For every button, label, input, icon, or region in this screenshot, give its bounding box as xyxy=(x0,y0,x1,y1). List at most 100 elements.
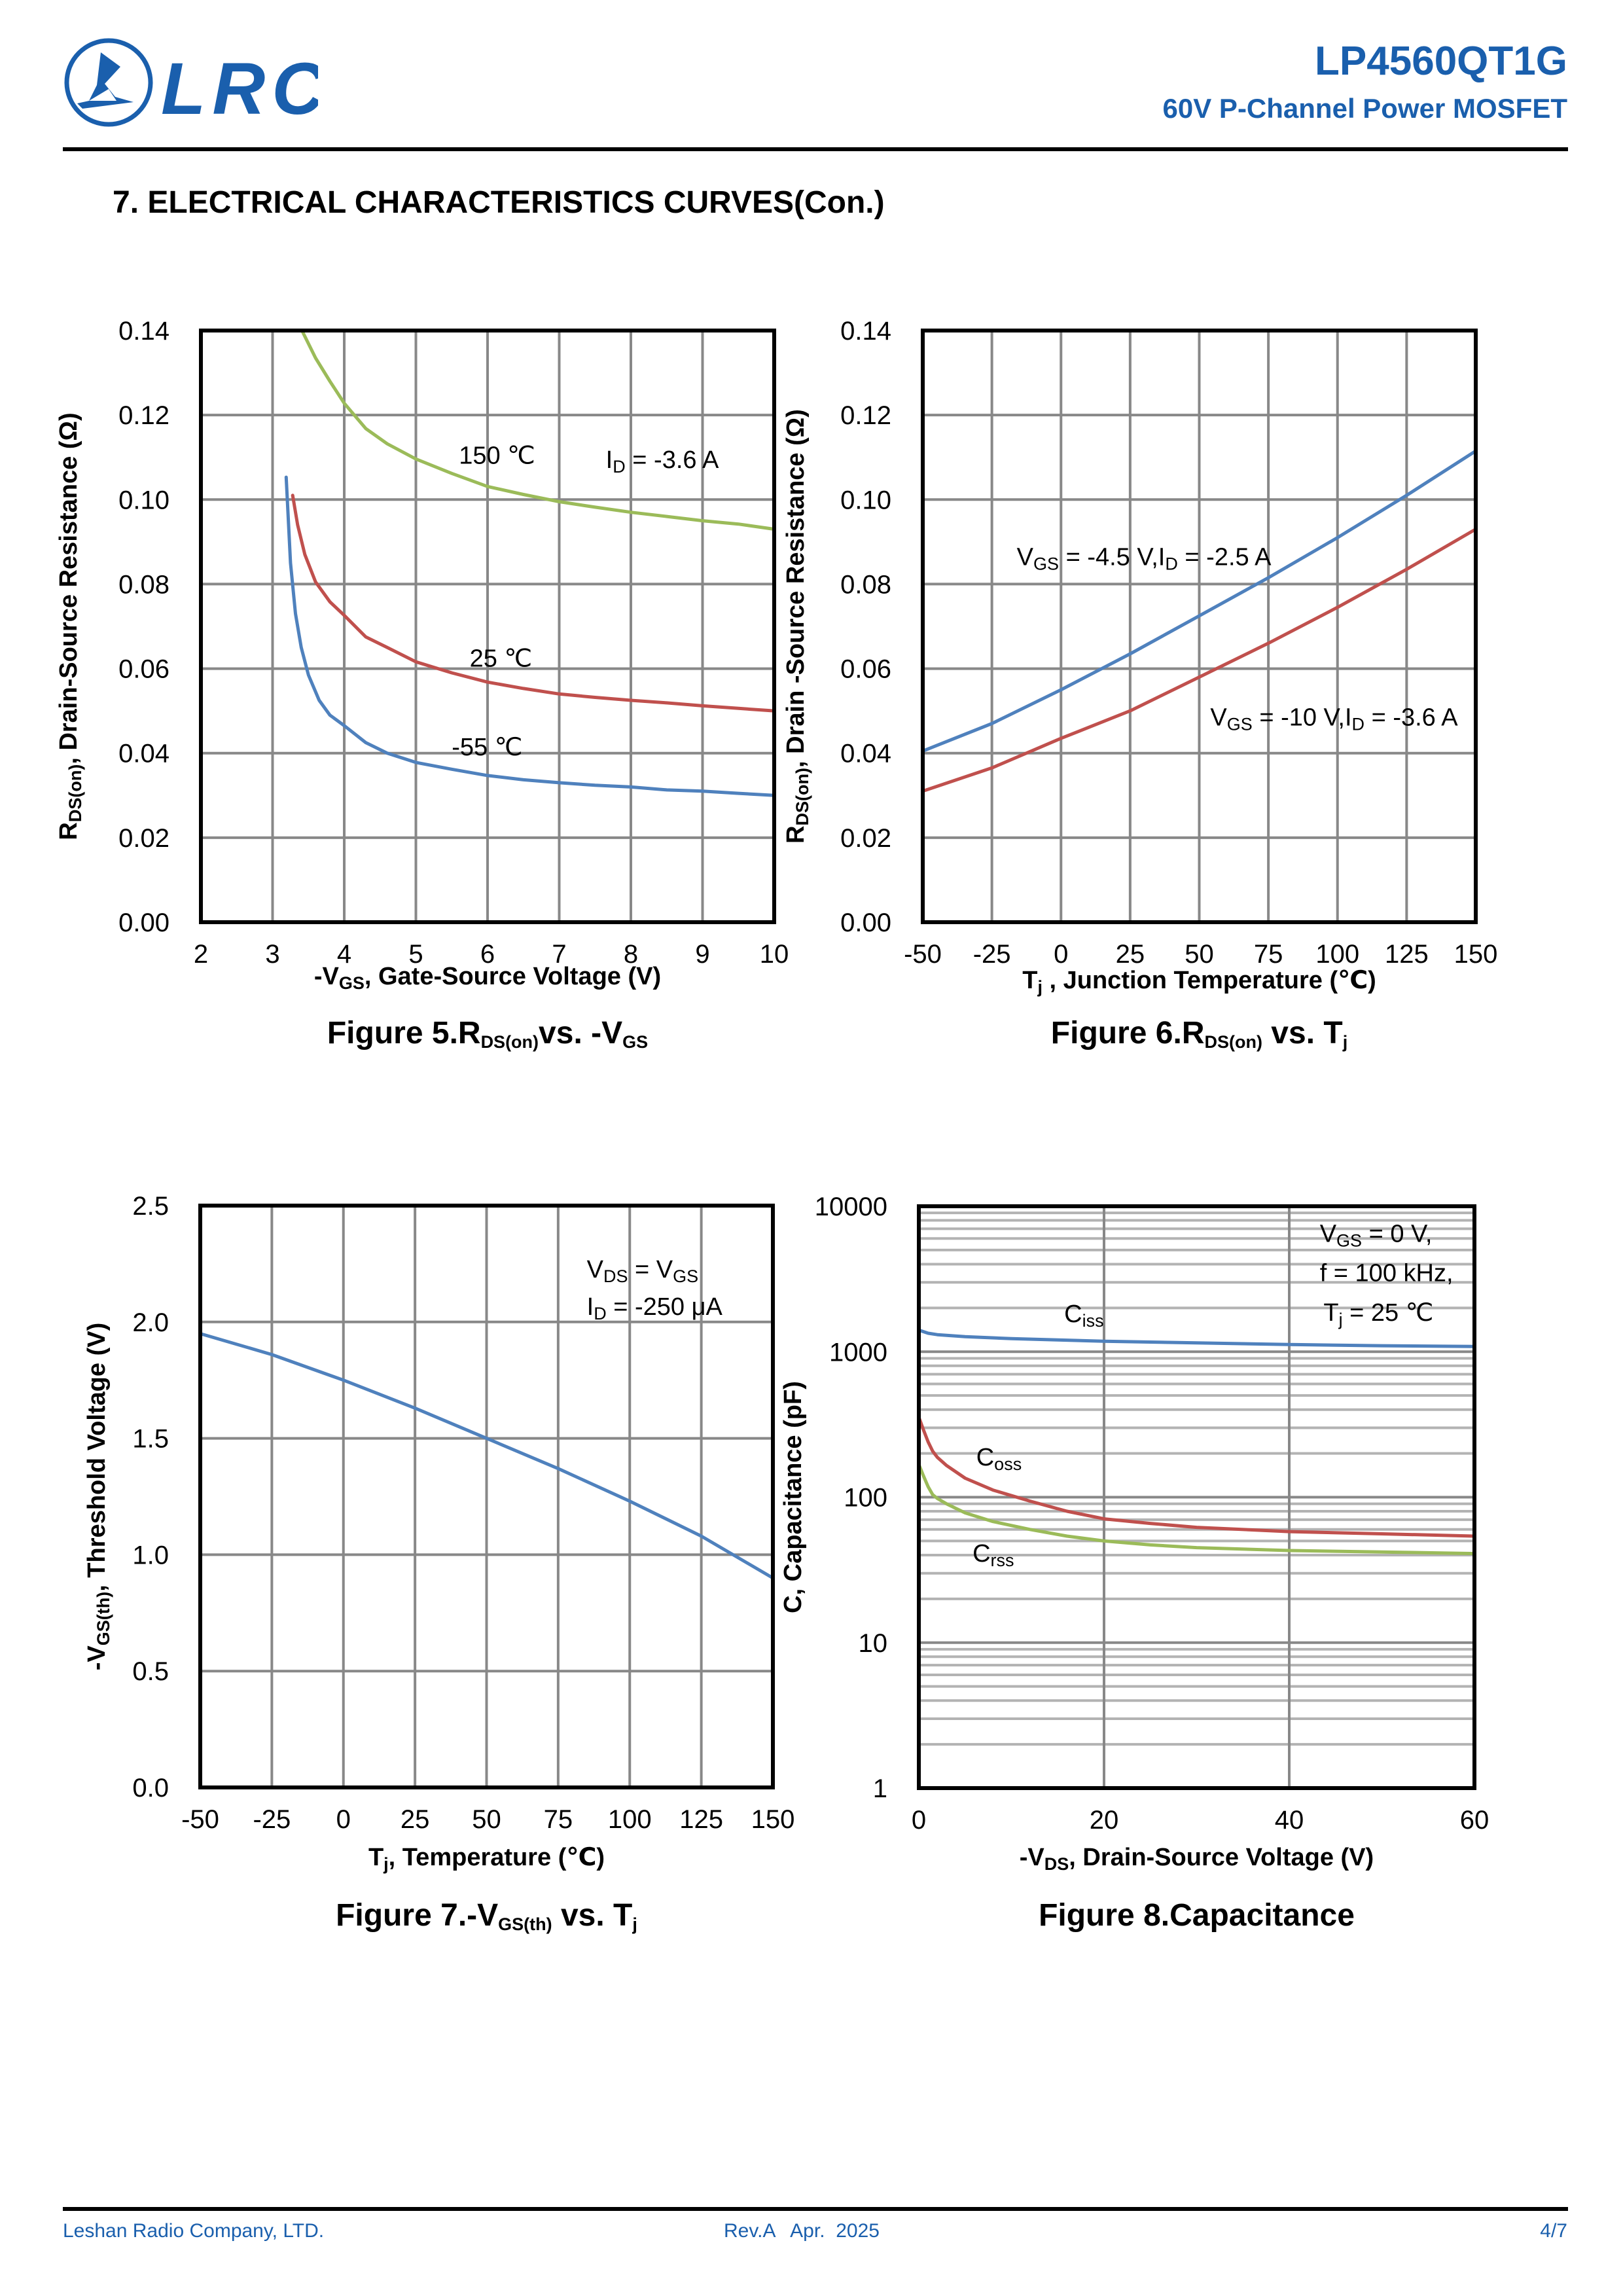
plot-frame xyxy=(198,1204,775,1789)
series-line-1 xyxy=(921,528,1478,793)
y-tick-label: 1 xyxy=(873,1774,887,1803)
annotation-label: 150 ℃ xyxy=(459,442,535,469)
y-axis-title: RDS(on), Drain -Source Resistance (Ω) xyxy=(782,409,812,844)
series-line-0 xyxy=(917,1328,1476,1348)
y-tick-label: 0.0 xyxy=(132,1774,169,1803)
annotation-label: f = 100 kHz, xyxy=(1320,1260,1454,1287)
annotation-label: Crss xyxy=(972,1540,1014,1570)
y-axis-title: C, Capacitance (pF) xyxy=(779,1381,807,1613)
x-tick-label: 100 xyxy=(1315,940,1359,969)
x-tick-label: 0 xyxy=(1054,940,1068,969)
header-divider xyxy=(63,147,1568,151)
figure-caption: Figure 8.Capacitance xyxy=(1039,1898,1355,1933)
y-tick-label: 1.0 xyxy=(132,1541,169,1570)
series-line-0 xyxy=(300,329,776,531)
figure-caption: Figure 6.RDS(on) vs. Tj xyxy=(1051,1016,1347,1052)
series-line-2 xyxy=(284,475,776,797)
annotation-label: Ciss xyxy=(1064,1300,1103,1331)
figure-caption: Figure 5.RDS(on)vs. -VGS xyxy=(327,1016,648,1052)
y-tick-label: 0.06 xyxy=(118,655,169,684)
product-subtitle: 60V P-Channel Power MOSFET xyxy=(1162,93,1567,124)
x-tick-label: 75 xyxy=(544,1805,573,1834)
y-tick-label: 2.5 xyxy=(132,1192,169,1221)
y-tick-label: 2.0 xyxy=(132,1308,169,1337)
annotation-label: Tj = 25 ℃ xyxy=(1323,1299,1433,1329)
plot-frame xyxy=(921,329,1478,924)
x-tick-label: 125 xyxy=(679,1805,723,1834)
y-tick-label: 0.12 xyxy=(118,401,169,430)
annotation-label: 25 ℃ xyxy=(470,645,533,672)
y-tick-label: 1.5 xyxy=(132,1425,169,1454)
x-tick-label: 40 xyxy=(1275,1806,1304,1835)
x-tick-label: 0 xyxy=(912,1806,926,1835)
x-tick-label: 150 xyxy=(1454,940,1498,969)
x-tick-label: -50 xyxy=(904,940,942,969)
series-line-1 xyxy=(917,1415,1476,1538)
x-tick-label: 8 xyxy=(624,940,638,969)
x-axis-title: Tj, Temperature (℃) xyxy=(368,1844,605,1874)
y-tick-label: 0.02 xyxy=(118,824,169,853)
y-tick-label: 1000 xyxy=(829,1338,887,1367)
series-line-1 xyxy=(291,493,776,713)
annotation-label: ID = -250 μA xyxy=(587,1293,723,1323)
series-line-0 xyxy=(921,449,1478,753)
x-axis-title: Tj , Junction Temperature (℃) xyxy=(1022,967,1376,997)
figure-7-chart: 0.0 0.5 1.0 1.5 2.0 2.5 -50 -25 0 25 50 75 100 125 150… xyxy=(83,1192,794,1934)
x-tick-label: 0 xyxy=(336,1805,351,1834)
y-tick-label: 0.02 xyxy=(840,824,891,853)
figure-caption: Figure 7.-VGS(th) vs. Tj xyxy=(336,1898,637,1934)
y-tick-label: 0.00 xyxy=(118,908,169,937)
y-tick-label: 0.14 xyxy=(118,317,169,346)
y-tick-label: 100 xyxy=(844,1484,887,1513)
annotation-label: VGS = -4.5 V,ID = -2.5 A xyxy=(1017,543,1272,573)
y-tick-label: 10000 xyxy=(815,1193,887,1221)
x-tick-label: 9 xyxy=(695,940,709,969)
y-axis-title: -VGS(th), Threshold Voltage (V) xyxy=(83,1323,113,1670)
section-title: 7. ELECTRICAL CHARACTERISTICS CURVES(Con… xyxy=(113,185,885,220)
y-tick-label: 0.04 xyxy=(118,740,169,768)
footer-revision: Rev.A Apr. 2025 xyxy=(724,2220,880,2242)
x-tick-label: 10 xyxy=(760,940,789,969)
footer-company: Leshan Radio Company, LTD. xyxy=(63,2220,325,2242)
part-number: LP4560QT1G xyxy=(1315,39,1567,84)
x-tick-label: 7 xyxy=(552,940,566,969)
plot-frame xyxy=(199,329,776,924)
y-tick-label: 0.04 xyxy=(840,740,891,768)
plot-frame xyxy=(917,1204,1476,1790)
annotation-label: VDS = VGS xyxy=(587,1256,699,1286)
x-tick-label: 50 xyxy=(472,1805,501,1834)
annotation-label: ID = -3.6 A xyxy=(606,446,719,476)
x-tick-label: 60 xyxy=(1460,1806,1489,1835)
x-tick-label: 6 xyxy=(480,940,495,969)
x-tick-label: 25 xyxy=(401,1805,430,1834)
annotation-label: VGS = 0 V, xyxy=(1320,1220,1433,1250)
y-tick-label: 0.12 xyxy=(840,401,891,430)
x-tick-label: 3 xyxy=(265,940,279,969)
x-tick-label: 125 xyxy=(1385,940,1429,969)
y-tick-label: 0.06 xyxy=(840,655,891,684)
x-tick-label: 2 xyxy=(194,940,208,969)
series-line-2 xyxy=(917,1462,1476,1556)
figure-8-chart: 1 10 100 1000 10000 0 20 40 60 -VDS, Drain-Source… xyxy=(779,1193,1489,1933)
annotation-label: -55 ℃ xyxy=(452,734,522,761)
y-tick-label: 0.08 xyxy=(118,570,169,599)
x-tick-label: 100 xyxy=(608,1805,652,1834)
y-tick-label: 0.14 xyxy=(840,317,891,346)
series-line-0 xyxy=(198,1332,775,1580)
x-axis-title: -VGS, Gate-Source Voltage (V) xyxy=(314,963,661,993)
y-tick-label: 0.00 xyxy=(840,908,891,937)
x-tick-label: 5 xyxy=(408,940,423,969)
x-tick-label: 150 xyxy=(751,1805,795,1834)
logo: LRC xyxy=(63,38,325,130)
x-tick-label: 75 xyxy=(1254,940,1283,969)
x-tick-label: 50 xyxy=(1185,940,1214,969)
x-tick-label: -25 xyxy=(253,1805,291,1834)
annotation-label: VGS = -10 V,ID = -3.6 A xyxy=(1210,704,1458,734)
y-tick-label: 0.10 xyxy=(840,486,891,514)
footer-page-number: 4/7 xyxy=(1540,2220,1567,2242)
x-tick-label: 25 xyxy=(1116,940,1145,969)
annotation-label: Coss xyxy=(976,1444,1022,1474)
x-tick-label: -50 xyxy=(181,1805,219,1834)
y-tick-label: 0.5 xyxy=(132,1657,169,1686)
y-axis-title: RDS(on), Drain-Source Resistance (Ω) xyxy=(55,412,85,840)
